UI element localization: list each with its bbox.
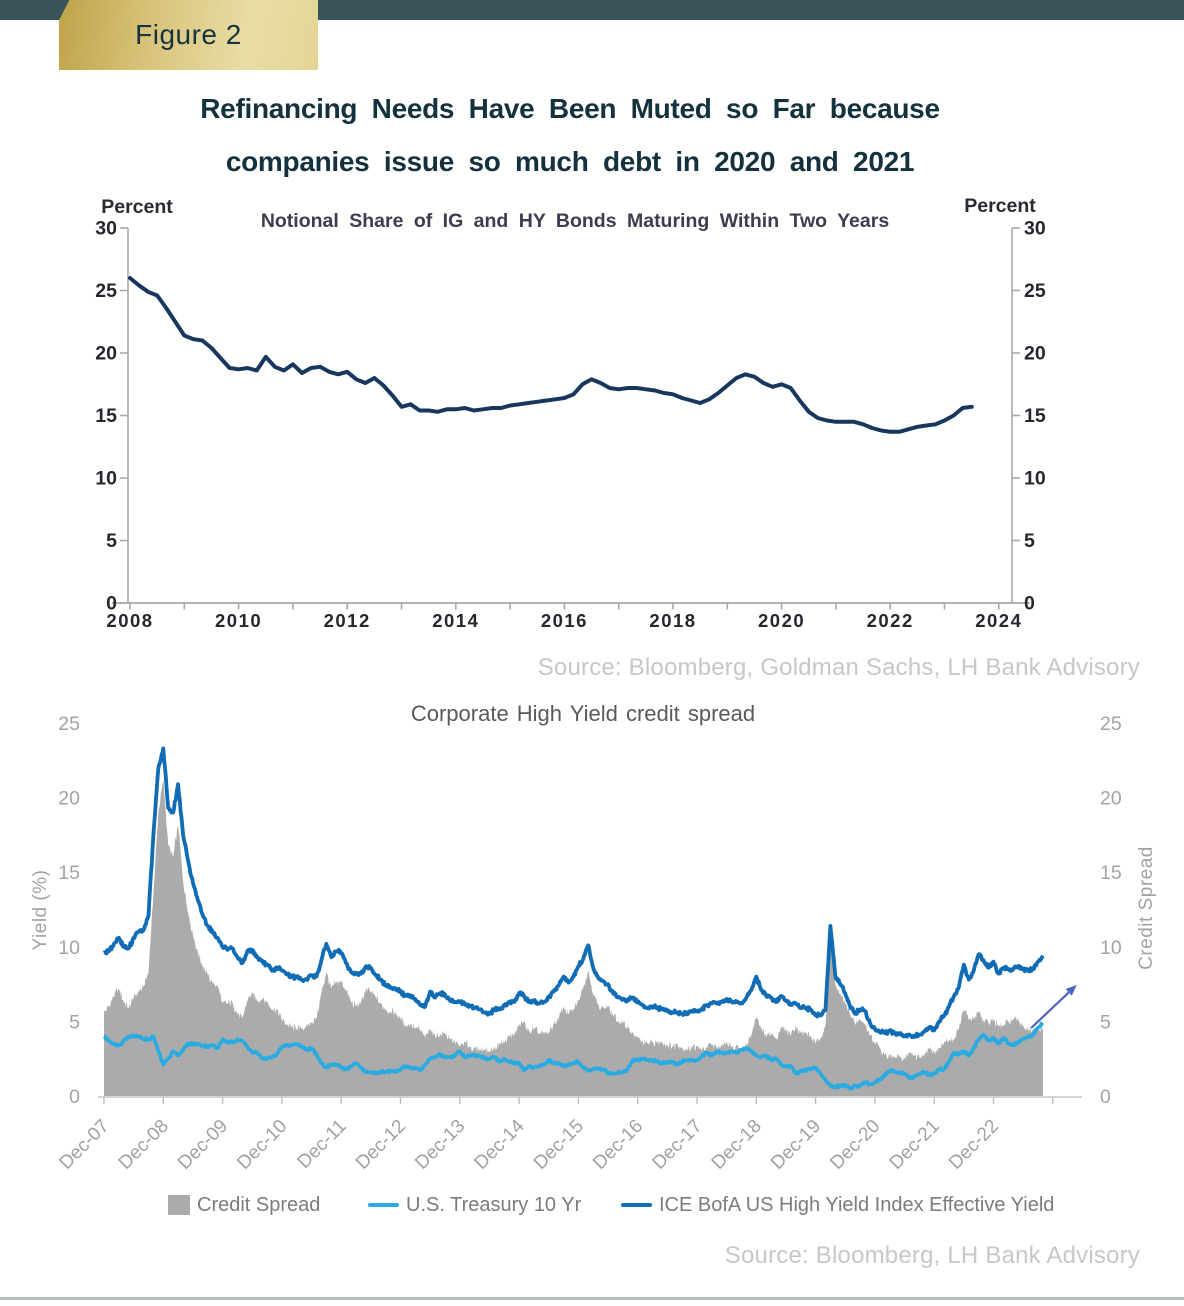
x-tick-label: Dec-22	[945, 1116, 1003, 1174]
figure-label: Figure 2	[59, 0, 318, 70]
legend-item-high-yield: ICE BofA US High Yield Index Effective Y…	[621, 1192, 1054, 1218]
x-tick-label: Dec-10	[233, 1116, 291, 1174]
y-tick-label-left: 0	[106, 593, 117, 615]
legend-label-treasury: U.S. Treasury 10 Yr	[406, 1193, 582, 1216]
chart1-title: Notional Share of IG and HY Bonds Maturi…	[261, 210, 890, 232]
x-tick-label: Dec-12	[352, 1116, 410, 1174]
legend-item-credit-spread: Credit Spread	[168, 1192, 320, 1218]
x-tick-label: 2014	[432, 610, 479, 631]
x-tick-label: Dec-16	[589, 1116, 647, 1174]
x-tick-label: Dec-15	[530, 1116, 588, 1174]
chart2-right-axis-label: Credit Spread	[1136, 846, 1157, 970]
y-tick-label-right: 5	[1100, 1011, 1111, 1033]
chart2-legend: Credit Spread U.S. Treasury 10 Yr ICE Bo…	[0, 1192, 1184, 1220]
high-yield-spread-chart: Corporate High Yield credit spread Yield…	[30, 701, 1157, 1174]
x-tick-label: 2020	[758, 610, 805, 631]
x-tick-label: 2012	[324, 610, 371, 631]
chart2-source: Source: Bloomberg, LH Bank Advisory	[724, 1242, 1140, 1269]
y-tick-label-left: 30	[95, 218, 117, 240]
x-tick-label: Dec-21	[886, 1116, 944, 1174]
trend-arrow-icon	[1030, 984, 1077, 1029]
x-tick-label: Dec-13	[411, 1116, 469, 1174]
y-tick-label-right: 10	[1024, 468, 1046, 490]
y-tick-label-right: 5	[1024, 530, 1035, 552]
x-tick-label: Dec-17	[648, 1116, 706, 1174]
x-tick-label: Dec-08	[115, 1116, 173, 1174]
y-tick-label-left: 5	[106, 530, 117, 552]
x-tick-label: Dec-07	[55, 1116, 113, 1174]
y-tick-label-left: 25	[58, 713, 80, 735]
y-tick-label-left: 20	[58, 788, 80, 810]
y-tick-label-left: 5	[69, 1011, 80, 1033]
y-tick-label-right: 15	[1024, 405, 1046, 427]
x-tick-label: Dec-18	[708, 1116, 766, 1174]
x-tick-label: Dec-20	[826, 1116, 884, 1174]
maturity-share-line	[128, 276, 974, 434]
chart1-right-axis-unit: Percent	[964, 195, 1036, 217]
y-tick-label-right: 10	[1100, 937, 1122, 959]
bond-maturity-share-chart: Percent Notional Share of IG and HY Bond…	[95, 195, 1046, 632]
page-title-line2: companies issue so much debt in 2020 and…	[225, 146, 915, 177]
x-tick-label: 2008	[106, 610, 153, 631]
y-tick-label-right: 25	[1024, 280, 1046, 302]
x-tick-label: 2022	[867, 610, 914, 631]
x-tick-label: 2018	[649, 610, 696, 631]
y-tick-label-right: 30	[1024, 218, 1046, 240]
legend-label-high-yield: ICE BofA US High Yield Index Effective Y…	[659, 1193, 1055, 1216]
y-tick-label-left: 10	[95, 468, 117, 490]
page-title: Refinancing Needs Have Been Muted so Far…	[0, 82, 1140, 188]
y-tick-label-left: 15	[58, 862, 80, 884]
chart1-line-series	[128, 276, 974, 434]
y-tick-label-right: 15	[1100, 862, 1122, 884]
x-tick-label: 2010	[215, 610, 262, 631]
figure-label-text: Figure 2	[135, 19, 242, 50]
y-tick-label-right: 20	[1100, 788, 1122, 810]
x-tick-label: Dec-11	[294, 1116, 351, 1173]
legend-item-treasury: U.S. Treasury 10 Yr	[368, 1192, 581, 1218]
chart2-axes: Dec-07 Dec-08 Dec-09 Dec-10 Dec-11 Dec-12 Dec-…	[55, 713, 1121, 1174]
treasury-line	[103, 1021, 1045, 1091]
high-yield-swatch	[621, 1202, 652, 1208]
y-tick-label-left: 25	[95, 280, 117, 302]
credit-spread-swatch	[168, 1195, 190, 1215]
chart1-left-axis-unit: Percent	[101, 196, 173, 218]
bottom-rule	[0, 1297, 1184, 1300]
chart2-title: Corporate High Yield credit spread	[411, 701, 755, 726]
chart2-left-axis-label: Yield (%)	[30, 870, 51, 951]
y-tick-label-left: 10	[58, 937, 80, 959]
y-tick-label-right: 25	[1100, 713, 1122, 735]
credit-spread-area	[104, 779, 1043, 1096]
page-title-line1: Refinancing Needs Have Been Muted so Far…	[200, 93, 940, 124]
x-tick-label: Dec-19	[767, 1116, 825, 1174]
chart1-source: Source: Bloomberg, Goldman Sachs, LH Ban…	[537, 654, 1140, 681]
x-tick-label: 2016	[541, 610, 588, 631]
x-tick-label: Dec-09	[174, 1116, 232, 1174]
y-tick-label-right: 0	[1100, 1086, 1111, 1108]
legend-label-credit-spread: Credit Spread	[197, 1193, 321, 1216]
y-tick-label-right: 0	[1024, 593, 1035, 615]
treasury-swatch	[368, 1202, 399, 1208]
y-tick-label-left: 0	[69, 1086, 80, 1108]
x-tick-label: 2024	[975, 610, 1022, 631]
y-tick-label-left: 20	[95, 343, 117, 365]
x-tick-label: Dec-14	[470, 1115, 528, 1173]
y-tick-label-left: 15	[95, 405, 117, 427]
y-tick-label-right: 20	[1024, 343, 1046, 365]
high-yield-line	[102, 746, 1045, 1040]
chart2-series	[102, 746, 1045, 1096]
